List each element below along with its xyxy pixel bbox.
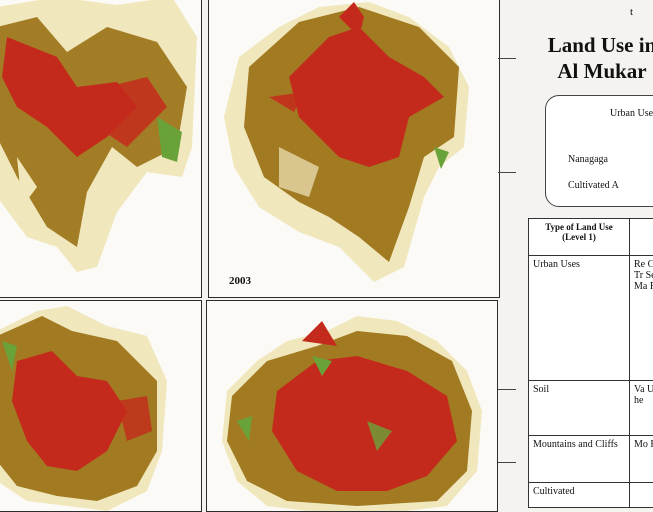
table-cell-type: Soil	[529, 381, 630, 436]
land-use-table: Type of Land Use (Level 1) Urban Uses Re…	[528, 218, 653, 508]
table-row: Cultivated	[529, 483, 653, 508]
title-line-1: Land Use in	[522, 32, 653, 58]
table-cell-type: Cultivated	[529, 483, 630, 508]
map-title: Land Use in Al Mukar	[522, 32, 653, 84]
legend-line-2: Nanagaga	[568, 154, 608, 165]
table-cell-type: Mountains and Cliffs	[529, 436, 630, 483]
legend-line-1: Urban Use	[610, 108, 653, 119]
connector-line	[498, 389, 516, 390]
land-use-map-2	[209, 0, 499, 297]
land-use-map-4	[207, 301, 497, 511]
table-cell-desc: Va Ur he	[630, 381, 653, 436]
legend-box: Urban Use Nanagaga Cultivated A	[545, 95, 653, 207]
map-panel-3	[0, 300, 202, 512]
corner-mark: t	[630, 6, 633, 18]
land-use-map-3	[0, 301, 201, 511]
table-row: Urban Uses Re Co Tr Se Ma Re	[529, 256, 653, 381]
connector-line	[498, 172, 516, 173]
legend-line-3: Cultivated A	[568, 180, 619, 191]
table-cell-desc	[630, 483, 653, 508]
map-year-label: 2003	[229, 275, 251, 287]
connector-line	[498, 462, 516, 463]
table-header-type: Type of Land Use (Level 1)	[529, 219, 630, 256]
table-header-row: Type of Land Use (Level 1)	[529, 219, 653, 256]
map-panel-4	[206, 300, 498, 512]
table-cell-desc: Mo Re	[630, 436, 653, 483]
map-panel-1	[0, 0, 202, 298]
table-cell-type: Urban Uses	[529, 256, 630, 381]
table-row: Mountains and Cliffs Mo Re	[529, 436, 653, 483]
table-row: Soil Va Ur he	[529, 381, 653, 436]
title-line-2: Al Mukar	[522, 58, 653, 84]
map-panel-2: 2003	[208, 0, 500, 298]
connector-line	[498, 58, 516, 59]
table-cell-desc: Re Co Tr Se Ma Re	[630, 256, 653, 381]
table-header-desc	[630, 219, 653, 256]
land-use-map-1	[0, 0, 201, 297]
